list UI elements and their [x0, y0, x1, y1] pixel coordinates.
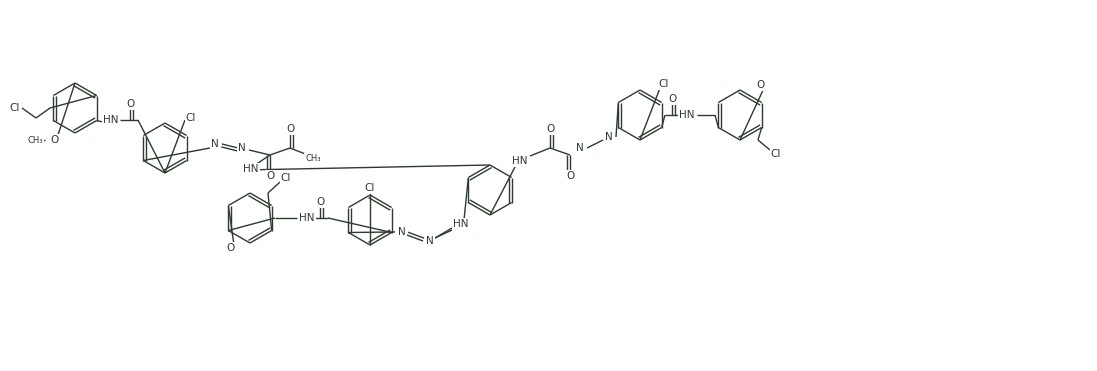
Text: Cl: Cl	[185, 113, 196, 123]
Text: O: O	[49, 135, 58, 145]
Text: N: N	[576, 143, 584, 153]
Text: HN: HN	[453, 219, 468, 229]
Text: Cl: Cl	[281, 173, 291, 183]
Text: N: N	[426, 236, 434, 246]
Text: O: O	[226, 243, 234, 253]
Text: N: N	[211, 139, 219, 149]
Text: Cl: Cl	[659, 79, 669, 89]
Text: HN: HN	[512, 156, 528, 166]
Text: O: O	[668, 94, 676, 104]
Text: N: N	[398, 227, 406, 237]
Text: O: O	[316, 197, 324, 207]
Text: HN: HN	[679, 110, 694, 120]
Text: N: N	[606, 132, 613, 142]
Text: O: O	[566, 171, 574, 181]
Text: CH₃: CH₃	[305, 154, 320, 162]
Text: O: O	[265, 171, 274, 181]
Text: HN: HN	[299, 213, 315, 223]
Text: O: O	[286, 124, 294, 134]
Text: HN: HN	[103, 115, 118, 125]
Text: HN: HN	[244, 164, 259, 174]
Text: N: N	[238, 143, 246, 153]
Text: O: O	[756, 80, 765, 90]
Text: O: O	[126, 99, 134, 109]
Text: Cl: Cl	[771, 149, 781, 159]
Text: Cl: Cl	[365, 183, 375, 193]
Text: Cl: Cl	[10, 103, 20, 113]
Text: O: O	[546, 124, 554, 134]
Text: CH₃: CH₃	[27, 135, 43, 144]
